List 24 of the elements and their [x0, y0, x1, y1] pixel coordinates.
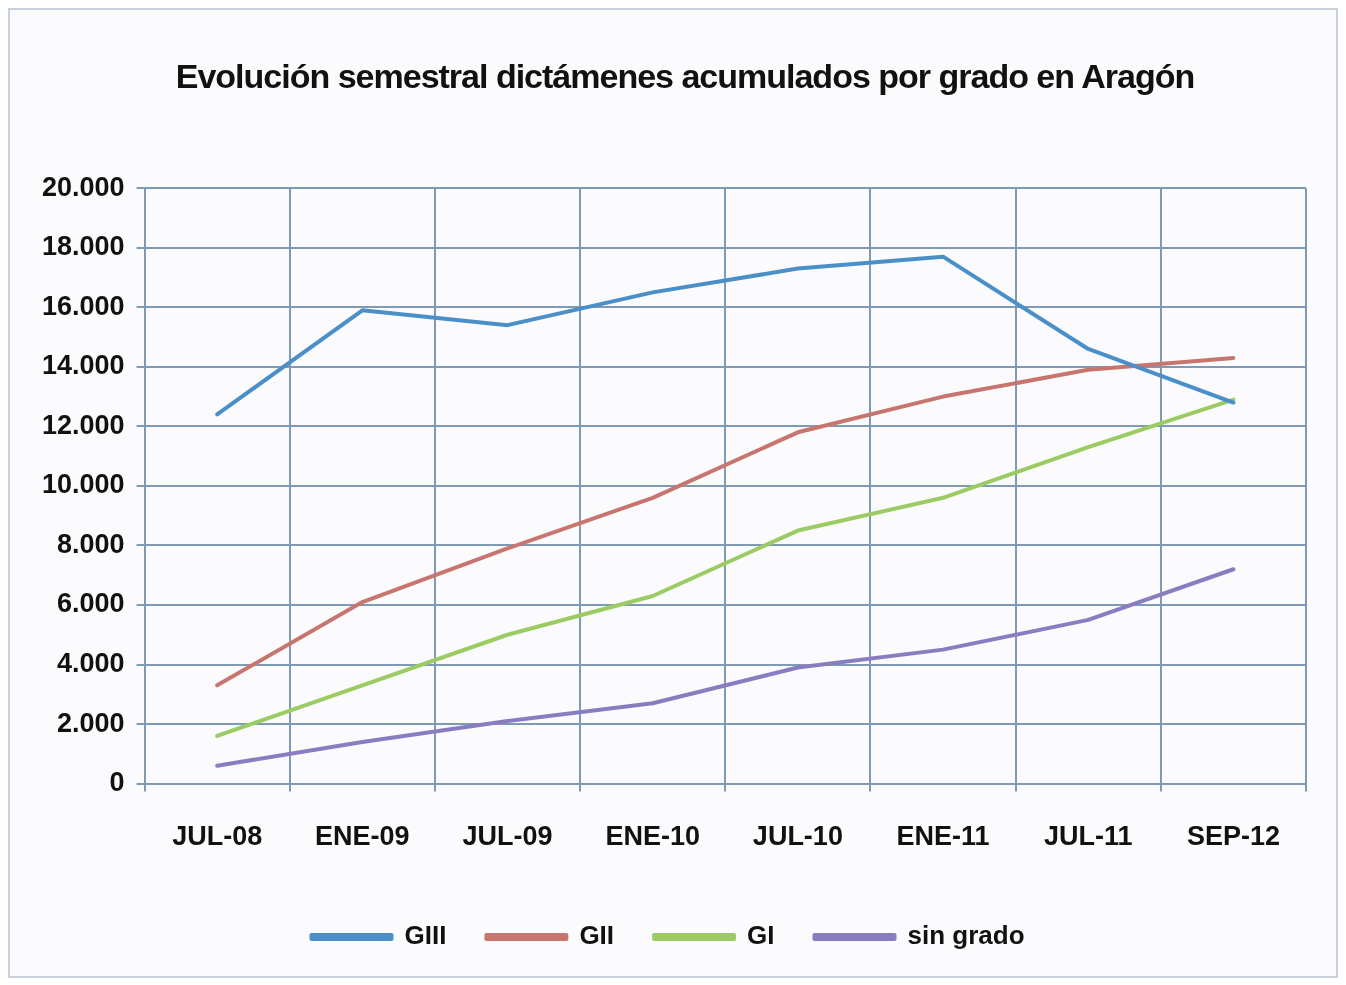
- y-tick-label: 20.000: [41, 171, 125, 202]
- y-tick-label: 4.000: [57, 647, 125, 678]
- chart-title: Evolución semestral dictámenes acumulados por grado en Aragón: [174, 56, 1196, 97]
- x-tick-label: JUL-10: [752, 821, 843, 852]
- y-tick-label: 2.000: [57, 707, 125, 738]
- x-tick-label: ENE-10: [605, 821, 700, 852]
- y-tick-label: 12.000: [41, 409, 125, 440]
- legend-label: GIII: [404, 920, 447, 951]
- x-tick-label: JUL-09: [462, 821, 553, 852]
- x-tick-label: SEP-12: [1186, 821, 1280, 852]
- y-tick-label: 6.000: [57, 588, 125, 619]
- y-tick-label: 18.000: [41, 231, 125, 262]
- x-tick-label: ENE-09: [315, 821, 410, 852]
- y-tick-label: 16.000: [41, 290, 125, 321]
- y-tick-label: 10.000: [41, 469, 125, 500]
- legend-label: sin grado: [907, 920, 1025, 951]
- legend-label: GI: [747, 920, 775, 951]
- y-tick-label: 8.000: [57, 528, 125, 559]
- y-tick-label: 0: [109, 767, 125, 798]
- x-tick-label: ENE-11: [896, 821, 990, 852]
- y-tick-label: 14.000: [41, 350, 125, 381]
- x-tick-label: JUL-08: [172, 821, 263, 852]
- legend-label: GII: [579, 920, 615, 951]
- x-tick-label: JUL-11: [1043, 821, 1133, 852]
